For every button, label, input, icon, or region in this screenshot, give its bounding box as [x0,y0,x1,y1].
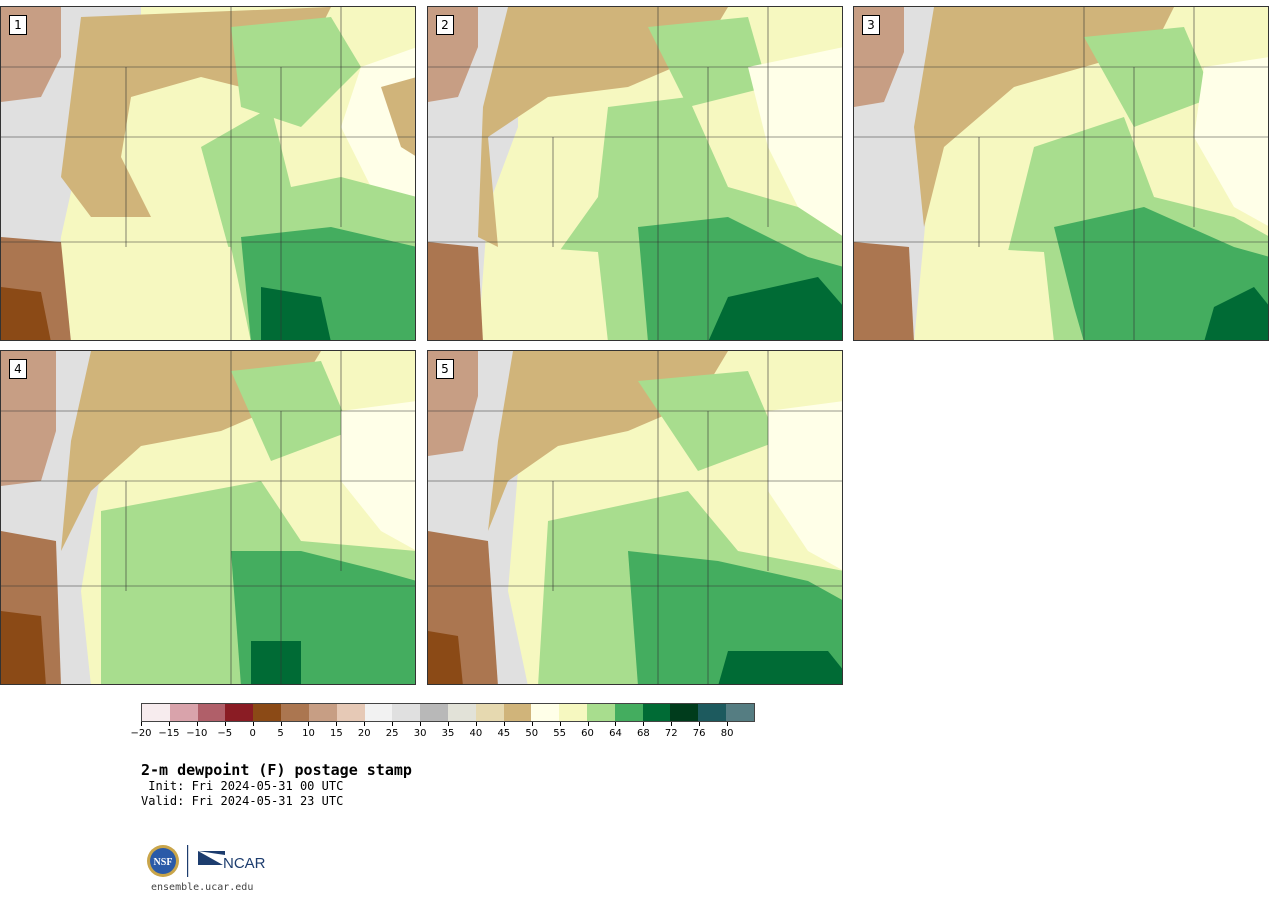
colorbar-tick [252,722,254,726]
colorbar-swatch [587,704,615,721]
colorbar-tick [615,722,617,726]
colorbar-tick [280,722,282,726]
colorbar-tick [727,722,729,726]
dewpoint-map [854,7,1268,340]
colorbar-ticks: −20 −15 −10 −5 0 5 10 15 20 25 30 35 40 45 50 55 60 64 68 7… [130,722,755,742]
colorbar-tick [392,722,394,726]
panel-number: 5 [436,359,454,379]
dewpoint-map [428,7,842,340]
colorbar-tick-label: 72 [664,728,678,739]
ncar-logo-text: NCAR [223,855,266,872]
colorbar-swatch [503,704,532,721]
colorbar-tick [141,722,142,726]
map-panel-4: 4 [0,350,416,685]
colorbar-swatch [392,704,421,721]
colorbar-tick-label: 30 [413,728,427,739]
colorbar-tick-label: 20 [357,728,371,739]
map-panel-5: 5 [427,350,843,685]
colorbar-tick-label: 55 [553,728,566,739]
colorbar-tick-label: 15 [329,728,343,739]
map-panel-1: 1 [0,6,416,341]
colorbar-tick-label: 60 [581,728,594,739]
colorbar-tick-label: 50 [525,728,539,739]
panel-number: 1 [9,15,27,35]
colorbar-tick [475,722,477,726]
plot-title: 2-m dewpoint (F) postage stamp [141,761,412,779]
colorbar-swatch [197,704,226,721]
colorbar [141,703,755,722]
colorbar-tick [336,722,338,726]
colorbar-swatch [698,704,727,721]
colorbar-tick-label: 45 [497,728,511,739]
colorbar-tick [168,722,170,726]
colorbar-swatch [308,704,337,721]
colorbar-tick [643,722,645,726]
colorbar-tick [587,722,589,726]
colorbar-swatch [642,704,671,721]
colorbar-tick-label: 5 [277,728,284,739]
nsf-logo-text: NSF [154,857,173,868]
colorbar-swatch [281,704,309,721]
colorbar-tick [420,722,422,726]
colorbar-tick [364,722,366,726]
colorbar-tick-label: 40 [469,728,483,739]
panel-number: 4 [9,359,27,379]
colorbar-swatch [169,704,198,721]
dewpoint-map [1,7,415,340]
dewpoint-map [1,351,415,684]
colorbar-swatch [253,704,282,721]
colorbar-swatch [336,704,365,721]
colorbar-tick [699,722,701,726]
colorbar-swatch [614,704,643,721]
colorbar-swatch [531,704,560,721]
colorbar-tick-label: 35 [441,728,455,739]
colorbar-tick-label: −15 [158,728,180,739]
colorbar-tick-label: −10 [186,728,208,739]
colorbar-swatch [475,704,504,721]
colorbar-swatch [559,704,587,721]
colorbar-tick-label: −20 [130,728,152,739]
colorbar-tick [503,722,505,726]
colorbar-swatch [447,704,476,721]
colorbar-tick [224,722,226,726]
colorbar-tick-label: 10 [302,728,315,739]
colorbar-swatch [364,704,393,721]
colorbar-tick [196,722,198,726]
colorbar-tick [671,722,673,726]
colorbar-swatch [225,704,254,721]
nsf-ncar-logo: NSF NCAR [145,843,275,879]
init-time: Init: Fri 2024-05-31 00 UTC [141,779,344,793]
map-panel-3: 3 [853,6,1269,341]
url-text: ensemble.ucar.edu [151,882,254,893]
colorbar-tick-label: 68 [636,728,650,739]
panel-number: 3 [862,15,880,35]
panel-number: 2 [436,15,454,35]
colorbar-tick-label: 0 [249,728,256,739]
colorbar-tick-label: 64 [609,728,622,739]
colorbar-tick [308,722,310,726]
colorbar-swatch [670,704,699,721]
colorbar-swatch [726,704,754,721]
colorbar-tick [448,722,449,726]
colorbar-tick-label: −5 [217,728,233,739]
colorbar-tick [531,722,533,726]
colorbar-tick [559,722,561,726]
colorbar-swatch [420,704,448,721]
colorbar-tick-label: 80 [720,728,734,739]
colorbar-tick-label: 76 [692,728,706,739]
dewpoint-map [428,351,842,684]
colorbar-swatch [142,704,170,721]
valid-time: Valid: Fri 2024-05-31 23 UTC [141,794,344,808]
map-panel-2: 2 [427,6,843,341]
colorbar-tick-label: 25 [385,728,399,739]
